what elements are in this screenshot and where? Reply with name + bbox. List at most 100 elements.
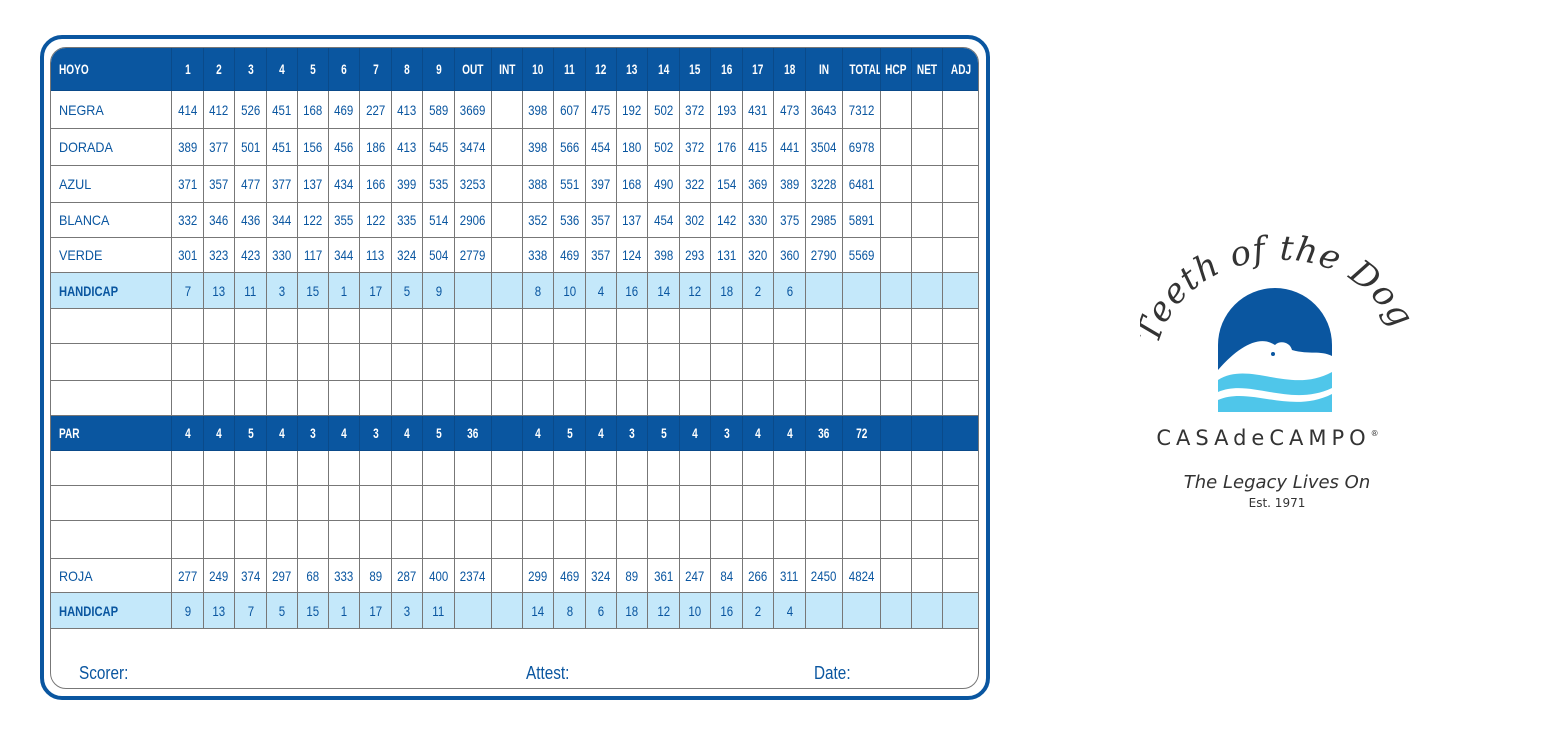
score-cell[interactable] (171, 308, 204, 344)
score-cell[interactable] (266, 485, 298, 521)
score-cell[interactable] (391, 380, 423, 416)
score-cell[interactable] (773, 450, 806, 486)
score-cell[interactable] (710, 380, 743, 416)
score-cell[interactable] (522, 450, 554, 486)
score-cell[interactable] (203, 380, 235, 416)
score-cell[interactable] (297, 343, 329, 381)
score-cell[interactable] (51, 380, 172, 416)
score-cell[interactable] (880, 308, 912, 344)
hcp-value[interactable] (880, 237, 912, 273)
score-cell[interactable] (679, 343, 711, 381)
adj-value[interactable] (942, 202, 978, 238)
score-cell[interactable] (553, 380, 586, 416)
score-cell[interactable] (297, 308, 329, 344)
score-cell[interactable] (880, 520, 912, 559)
score-cell[interactable] (842, 485, 881, 521)
score-cell[interactable] (742, 380, 774, 416)
score-cell[interactable] (297, 380, 329, 416)
score-cell[interactable] (491, 380, 523, 416)
score-cell[interactable] (773, 380, 806, 416)
score-cell[interactable] (805, 343, 843, 381)
score-cell[interactable] (942, 308, 978, 344)
scorer-field[interactable]: Scorer: (79, 663, 137, 684)
score-cell[interactable] (647, 450, 680, 486)
score-cell[interactable] (522, 343, 554, 381)
score-cell[interactable] (942, 343, 978, 381)
score-cell[interactable] (911, 380, 943, 416)
score-cell[interactable] (328, 308, 360, 344)
score-cell[interactable] (911, 450, 943, 486)
score-cell[interactable] (553, 450, 586, 486)
score-cell[interactable] (742, 343, 774, 381)
score-cell[interactable] (679, 308, 711, 344)
score-cell[interactable] (359, 485, 392, 521)
score-cell[interactable] (647, 308, 680, 344)
net-value[interactable] (911, 558, 943, 593)
score-cell[interactable] (880, 450, 912, 486)
score-cell[interactable] (616, 343, 648, 381)
score-cell[interactable] (842, 450, 881, 486)
adj-value[interactable] (942, 592, 978, 629)
score-cell[interactable] (266, 308, 298, 344)
score-cell[interactable] (679, 450, 711, 486)
adj-value[interactable] (942, 558, 978, 593)
score-cell[interactable] (805, 450, 843, 486)
score-cell[interactable] (203, 450, 235, 486)
score-cell[interactable] (842, 520, 881, 559)
score-cell[interactable] (266, 343, 298, 381)
adj-value[interactable] (942, 272, 978, 309)
score-cell[interactable] (710, 308, 743, 344)
score-cell[interactable] (297, 485, 329, 521)
score-cell[interactable] (942, 485, 978, 521)
score-cell[interactable] (742, 485, 774, 521)
score-cell[interactable] (328, 450, 360, 486)
score-cell[interactable] (234, 450, 267, 486)
score-cell[interactable] (203, 343, 235, 381)
score-cell[interactable] (880, 380, 912, 416)
score-cell[interactable] (391, 450, 423, 486)
score-cell[interactable] (422, 520, 455, 559)
score-cell[interactable] (51, 343, 172, 381)
score-cell[interactable] (51, 308, 172, 344)
score-cell[interactable] (616, 308, 648, 344)
score-cell[interactable] (585, 485, 617, 521)
score-cell[interactable] (805, 485, 843, 521)
score-cell[interactable] (266, 380, 298, 416)
adj-value[interactable] (942, 237, 978, 273)
score-cell[interactable] (773, 343, 806, 381)
score-cell[interactable] (422, 343, 455, 381)
score-cell[interactable] (491, 308, 523, 344)
score-cell[interactable] (710, 485, 743, 521)
score-cell[interactable] (911, 308, 943, 344)
date-field[interactable]: Date: (814, 663, 857, 684)
score-cell[interactable] (491, 450, 523, 486)
score-cell[interactable] (359, 520, 392, 559)
hcp-value[interactable] (880, 165, 912, 203)
score-cell[interactable] (422, 450, 455, 486)
score-cell[interactable] (805, 380, 843, 416)
score-cell[interactable] (679, 380, 711, 416)
score-cell[interactable] (773, 520, 806, 559)
score-cell[interactable] (491, 343, 523, 381)
score-cell[interactable] (391, 343, 423, 381)
score-cell[interactable] (234, 520, 267, 559)
score-cell[interactable] (553, 485, 586, 521)
score-cell[interactable] (742, 520, 774, 559)
score-cell[interactable] (51, 520, 172, 559)
score-cell[interactable] (234, 308, 267, 344)
score-cell[interactable] (805, 520, 843, 559)
adj-value[interactable] (942, 90, 978, 129)
score-cell[interactable] (422, 485, 455, 521)
score-cell[interactable] (710, 450, 743, 486)
score-cell[interactable] (359, 308, 392, 344)
score-cell[interactable] (911, 485, 943, 521)
score-cell[interactable] (491, 485, 523, 521)
net-value[interactable] (911, 202, 943, 238)
score-cell[interactable] (359, 380, 392, 416)
score-cell[interactable] (422, 380, 455, 416)
score-cell[interactable] (842, 380, 881, 416)
hcp-value[interactable] (880, 202, 912, 238)
score-cell[interactable] (359, 450, 392, 486)
score-cell[interactable] (391, 308, 423, 344)
net-value[interactable] (911, 165, 943, 203)
